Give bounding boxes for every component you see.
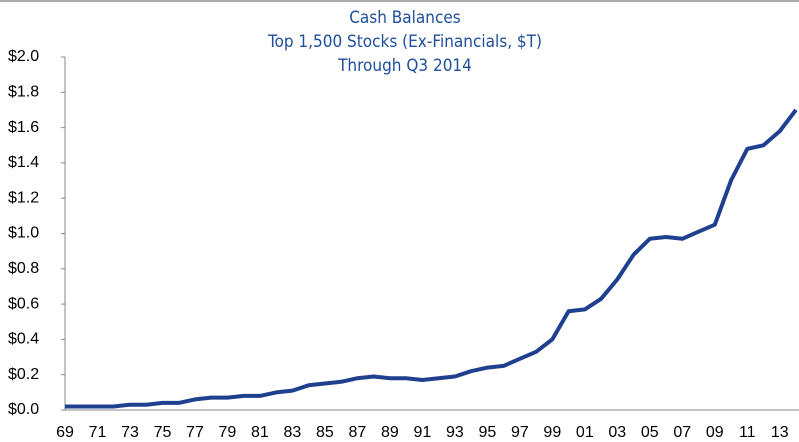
y-tick-label: $1.0 — [8, 225, 39, 242]
y-tick-label: $0.0 — [8, 401, 39, 418]
x-tick-label: 75 — [154, 424, 172, 441]
x-tick-label: 13 — [771, 424, 789, 441]
y-tick-label: $0.4 — [8, 331, 39, 348]
y-tick-label: $0.8 — [8, 260, 39, 277]
x-tick-label: 03 — [608, 424, 626, 441]
y-tick-label: $1.8 — [8, 84, 39, 101]
x-tick-label: 05 — [641, 424, 659, 441]
x-tick-label: 97 — [511, 424, 529, 441]
chart-subtitle: Through Q3 2014 — [337, 56, 472, 76]
x-tick-label: 11 — [739, 424, 756, 441]
y-tick-label: $1.2 — [8, 189, 39, 206]
chart-subtitle: Top 1,500 Stocks (Ex-Financials, $T) — [267, 32, 542, 52]
x-tick-label: 77 — [186, 424, 204, 441]
y-tick-label: $0.2 — [8, 366, 39, 383]
x-tick-label: 85 — [316, 424, 334, 441]
chart-title: Cash Balances — [349, 8, 461, 28]
y-tick-label: $1.4 — [8, 154, 39, 171]
x-tick-label: 99 — [543, 424, 561, 441]
x-tick-label: 73 — [121, 424, 139, 441]
y-tick-label: $1.6 — [8, 119, 39, 136]
x-tick-label: 07 — [673, 424, 691, 441]
x-tick-label: 71 — [89, 424, 107, 441]
x-tick-label: 91 — [413, 424, 431, 441]
x-tick-label: 81 — [251, 424, 269, 441]
y-tick-label: $0.6 — [8, 295, 39, 312]
line-series — [65, 108, 798, 409]
y-tick-label: $2.0 — [8, 48, 39, 65]
x-tick-label: 09 — [706, 424, 724, 441]
x-tick-label: 83 — [284, 424, 302, 441]
x-tick-label: 01 — [576, 424, 594, 441]
x-tick-label: 87 — [349, 424, 367, 441]
x-tick-label: 93 — [446, 424, 464, 441]
x-tick-label: 89 — [381, 424, 399, 441]
x-tick-label: 69 — [56, 424, 74, 441]
x-tick-label: 95 — [478, 424, 496, 441]
x-tick-label: 79 — [219, 424, 237, 441]
